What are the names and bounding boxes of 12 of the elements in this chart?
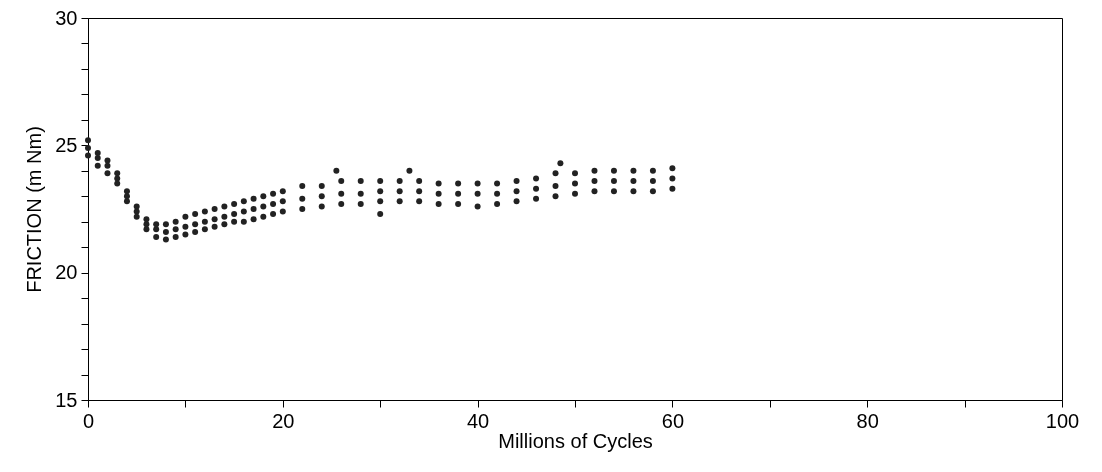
y-tick-label: 20 bbox=[55, 261, 78, 284]
y-tick-label: 25 bbox=[55, 133, 78, 156]
x-tick-label: 80 bbox=[856, 409, 879, 432]
y-axis-title: FRICTION (m Nm) bbox=[23, 126, 46, 293]
x-axis-title: Millions of Cycles bbox=[498, 429, 653, 452]
x-tick-label: 0 bbox=[82, 409, 95, 432]
y-tick-label: 15 bbox=[55, 388, 78, 411]
x-tick-label: 20 bbox=[272, 409, 295, 432]
x-tick-label: 100 bbox=[1045, 409, 1080, 432]
x-tick-label: 40 bbox=[466, 409, 490, 432]
x-tick-label: 60 bbox=[661, 409, 685, 432]
y-tick-label: 30 bbox=[55, 6, 78, 29]
